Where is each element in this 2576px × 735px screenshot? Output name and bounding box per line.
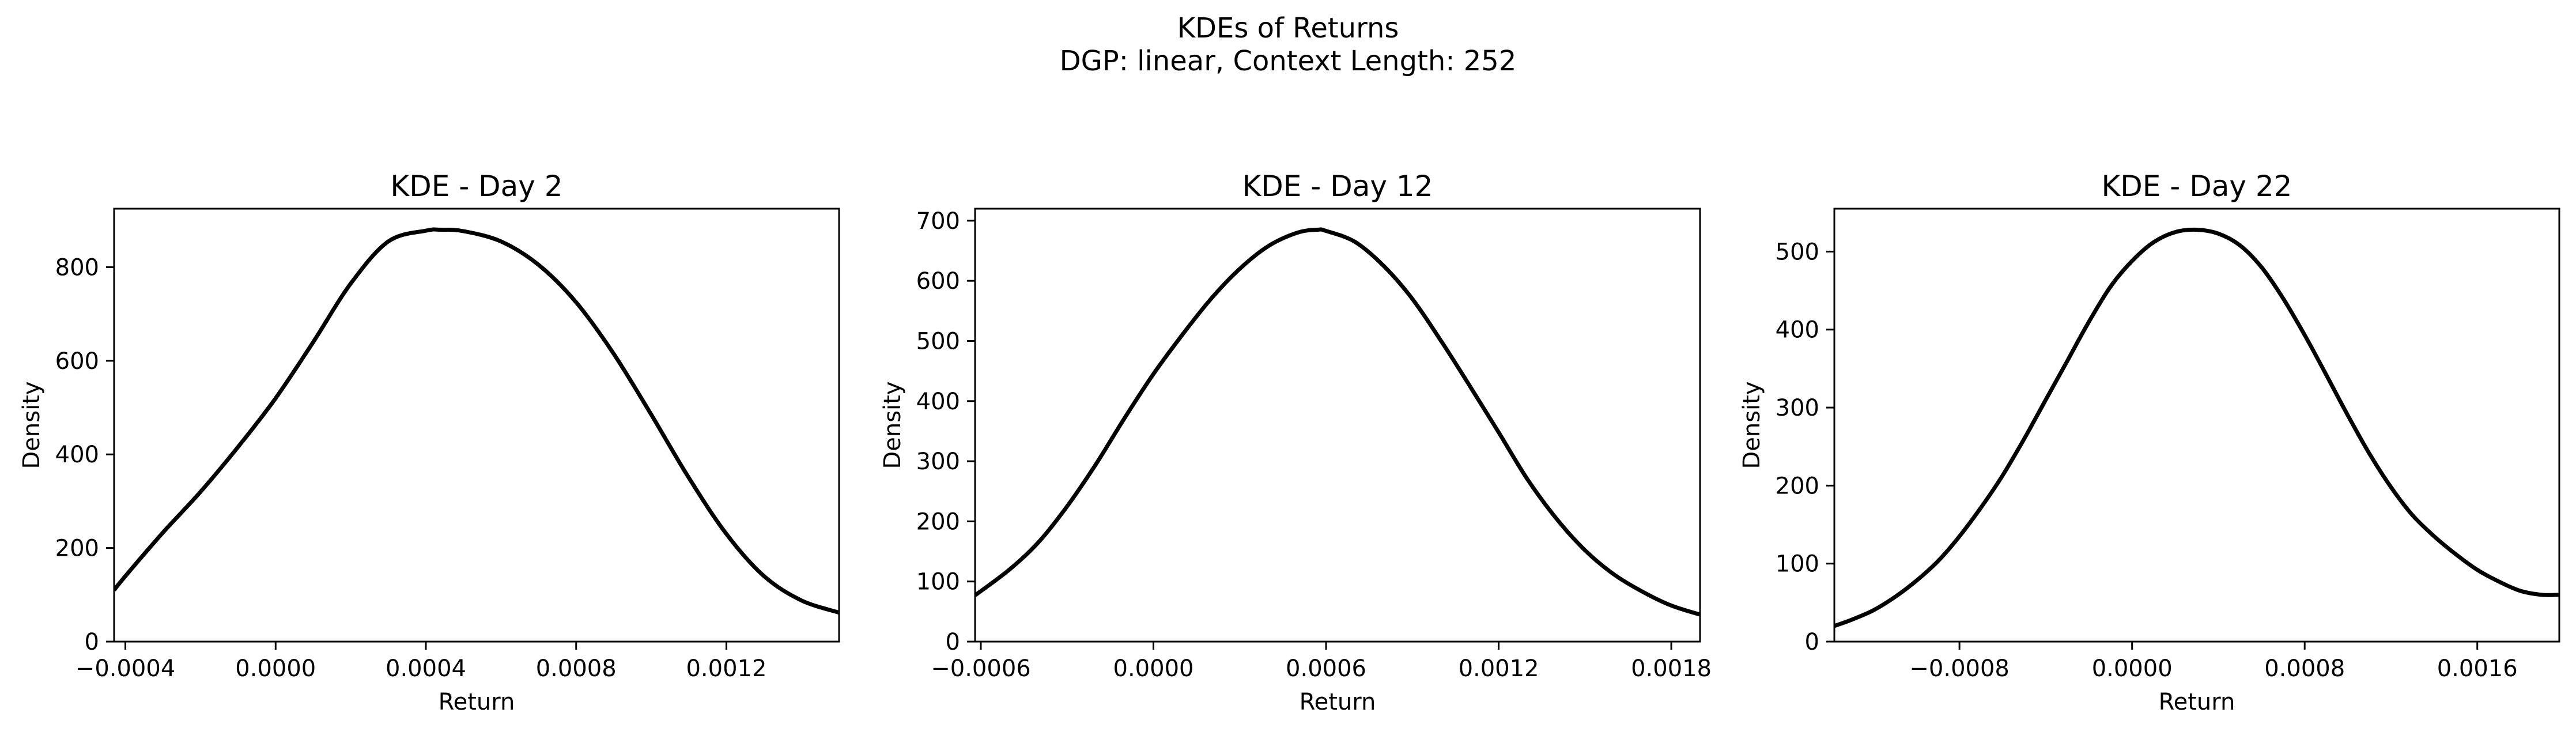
x-tick-label: 0.0008 — [536, 655, 617, 682]
kde-density-line — [975, 227, 1700, 617]
panel-title: KDE - Day 2 — [390, 169, 562, 203]
x-tick-label: 0.0018 — [1631, 655, 1712, 682]
axes-frame — [974, 208, 1701, 643]
y-tick-label: 200 — [916, 508, 960, 535]
x-tick-label: 0.0000 — [235, 655, 316, 682]
x-tick-label: 0.0008 — [2264, 655, 2345, 682]
y-tick-label: 400 — [916, 389, 960, 415]
kde-panel-day-22: KDE - Day 22 Return Density −0.0008 0.000… — [1739, 169, 2560, 715]
kde-density-line — [1834, 227, 2559, 628]
y-tick-label: 600 — [55, 348, 99, 375]
y-tick-label: 500 — [916, 328, 960, 355]
x-tick-label: 0.0000 — [1113, 655, 1194, 682]
axes-frame — [1833, 208, 2560, 643]
kde-density-line — [114, 227, 839, 615]
y-tick-label: 600 — [916, 268, 960, 295]
figure-title-line-1: KDEs of Returns — [1177, 12, 1399, 44]
x-tick-label: −0.0008 — [1909, 655, 2009, 682]
y-tick-label: 200 — [1776, 473, 1819, 499]
y-tick-label: 300 — [916, 448, 960, 475]
y-tick-label: 0 — [1805, 629, 1819, 655]
y-tick-label: 200 — [55, 536, 99, 562]
y-tick-label: 700 — [916, 208, 960, 235]
kde-panel-day-12: KDE - Day 12 Return Density −0.0006 0.000… — [879, 169, 1712, 715]
x-tick-label: −0.0006 — [931, 655, 1030, 682]
y-tick-label: 0 — [946, 629, 960, 655]
y-tick-label: 400 — [1776, 317, 1819, 344]
x-axis-label: Return — [439, 689, 515, 715]
x-tick-label: 0.0016 — [2437, 655, 2518, 682]
y-tick-label: 300 — [1776, 395, 1819, 421]
x-tick-label: 0.0000 — [2092, 655, 2173, 682]
x-tick-label: 0.0012 — [686, 655, 766, 682]
figure-title-line-2: DGP: linear, Context Length: 252 — [1060, 45, 1517, 77]
panel-title: KDE - Day 22 — [2102, 169, 2292, 203]
y-tick-label: 0 — [85, 629, 99, 655]
y-axis-label: Density — [879, 381, 906, 469]
x-axis-label: Return — [2159, 689, 2235, 715]
panel-title: KDE - Day 12 — [1242, 169, 1433, 203]
kde-panel-day-2: KDE - Day 2 Return Density −0.0004 0.0000… — [18, 169, 840, 715]
y-axis-label: Density — [18, 381, 45, 469]
y-tick-label: 100 — [916, 569, 960, 595]
x-tick-label: 0.0012 — [1459, 655, 1539, 682]
x-tick-label: 0.0006 — [1286, 655, 1366, 682]
y-tick-label: 400 — [55, 442, 99, 468]
y-tick-label: 800 — [55, 254, 99, 281]
x-tick-label: 0.0004 — [386, 655, 466, 682]
axes-frame — [113, 208, 840, 643]
x-axis-label: Return — [1300, 689, 1376, 715]
y-axis-label: Density — [1739, 381, 1765, 469]
y-tick-label: 500 — [1776, 239, 1819, 265]
y-tick-label: 100 — [1776, 551, 1819, 578]
x-tick-label: −0.0004 — [75, 655, 175, 682]
